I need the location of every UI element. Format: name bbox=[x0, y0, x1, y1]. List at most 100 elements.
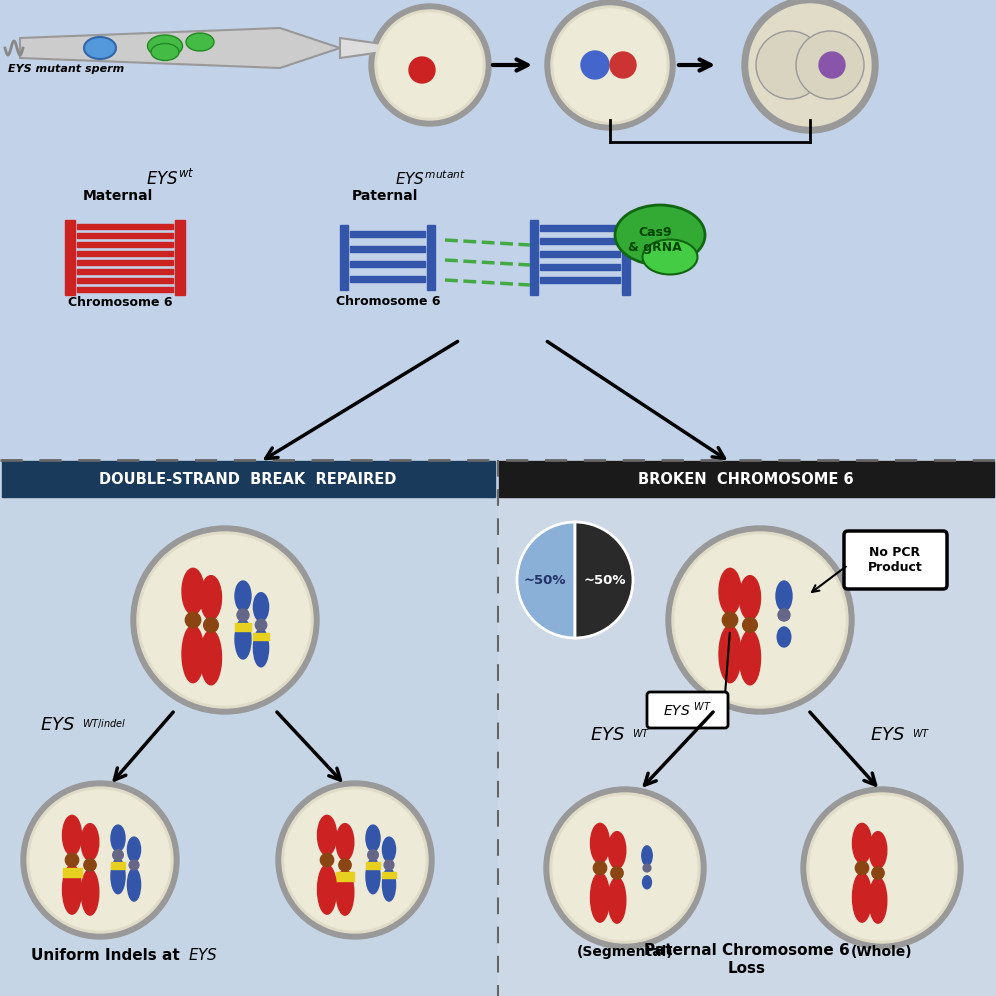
Circle shape bbox=[129, 861, 138, 870]
Ellipse shape bbox=[235, 619, 251, 659]
Ellipse shape bbox=[337, 824, 354, 861]
Bar bbox=[337, 872, 354, 880]
Ellipse shape bbox=[82, 824, 99, 861]
Bar bbox=[77, 224, 173, 229]
Ellipse shape bbox=[253, 593, 269, 622]
Circle shape bbox=[255, 620, 267, 630]
Text: ~50%: ~50% bbox=[524, 574, 567, 587]
Circle shape bbox=[581, 51, 609, 79]
Text: EYS mutant sperm: EYS mutant sperm bbox=[8, 64, 124, 74]
Ellipse shape bbox=[200, 630, 221, 685]
Circle shape bbox=[339, 859, 352, 872]
Circle shape bbox=[749, 4, 871, 126]
Ellipse shape bbox=[200, 576, 221, 620]
Circle shape bbox=[276, 781, 434, 939]
Bar bbox=[382, 872, 395, 878]
Bar bbox=[77, 251, 173, 256]
Ellipse shape bbox=[739, 576, 761, 620]
Ellipse shape bbox=[870, 877, 886, 923]
Text: $EYS^{mutant}$: $EYS^{mutant}$ bbox=[394, 169, 465, 188]
Circle shape bbox=[856, 862, 869, 874]
Wedge shape bbox=[517, 522, 575, 638]
Bar bbox=[77, 260, 173, 265]
Ellipse shape bbox=[111, 859, 125, 893]
Circle shape bbox=[137, 532, 313, 708]
Bar bbox=[540, 251, 620, 257]
Ellipse shape bbox=[382, 869, 395, 901]
Circle shape bbox=[409, 57, 435, 83]
Text: Loss: Loss bbox=[728, 960, 766, 975]
Ellipse shape bbox=[82, 870, 99, 915]
Bar bbox=[499, 461, 994, 497]
Circle shape bbox=[796, 31, 864, 99]
Circle shape bbox=[756, 31, 824, 99]
Circle shape bbox=[21, 781, 179, 939]
Bar bbox=[0, 0, 996, 460]
Ellipse shape bbox=[853, 872, 872, 922]
Text: BROKEN  CHROMOSOME 6: BROKEN CHROMOSOME 6 bbox=[638, 471, 854, 486]
Text: (Segmental): (Segmental) bbox=[577, 945, 673, 959]
Text: $^{WT}$: $^{WT}$ bbox=[912, 729, 930, 743]
Bar bbox=[350, 231, 425, 237]
Circle shape bbox=[643, 865, 651, 872]
Circle shape bbox=[742, 0, 878, 133]
Circle shape bbox=[553, 796, 697, 940]
Ellipse shape bbox=[609, 832, 625, 869]
Circle shape bbox=[131, 526, 319, 714]
FancyBboxPatch shape bbox=[647, 692, 728, 728]
Circle shape bbox=[282, 787, 428, 933]
Text: $EYS$: $EYS$ bbox=[188, 947, 218, 963]
Circle shape bbox=[27, 787, 173, 933]
Ellipse shape bbox=[382, 837, 395, 862]
Ellipse shape bbox=[642, 875, 651, 888]
Bar bbox=[540, 225, 620, 231]
Circle shape bbox=[778, 609, 790, 621]
Ellipse shape bbox=[111, 825, 125, 852]
Circle shape bbox=[545, 0, 675, 130]
Polygon shape bbox=[340, 38, 410, 58]
Circle shape bbox=[743, 618, 757, 632]
Circle shape bbox=[285, 790, 425, 930]
Circle shape bbox=[722, 613, 738, 627]
Ellipse shape bbox=[591, 872, 610, 922]
Bar bbox=[622, 220, 630, 295]
Ellipse shape bbox=[739, 630, 761, 685]
Text: $^{WT/indel}$: $^{WT/indel}$ bbox=[82, 719, 126, 733]
Ellipse shape bbox=[147, 35, 182, 57]
Text: (Whole): (Whole) bbox=[852, 945, 912, 959]
Bar bbox=[111, 863, 125, 870]
Circle shape bbox=[550, 793, 700, 943]
Wedge shape bbox=[575, 522, 633, 638]
Circle shape bbox=[84, 859, 97, 872]
Text: DOUBLE-STRAND  BREAK  REPAIRED: DOUBLE-STRAND BREAK REPAIRED bbox=[100, 471, 396, 486]
Text: Paternal Chromosome 6: Paternal Chromosome 6 bbox=[644, 942, 850, 957]
Bar bbox=[65, 220, 75, 295]
Circle shape bbox=[594, 862, 607, 874]
Bar bbox=[2, 461, 495, 497]
Bar bbox=[427, 225, 435, 290]
Bar bbox=[540, 264, 620, 270]
Text: $EYS^{wt}$: $EYS^{wt}$ bbox=[145, 169, 194, 189]
Bar bbox=[530, 220, 538, 295]
Bar bbox=[77, 278, 173, 283]
Circle shape bbox=[807, 793, 957, 943]
Ellipse shape bbox=[182, 569, 204, 615]
Circle shape bbox=[368, 850, 378, 861]
Text: No PCR
Product: No PCR Product bbox=[868, 546, 922, 574]
Circle shape bbox=[551, 6, 669, 124]
Ellipse shape bbox=[777, 627, 791, 647]
Ellipse shape bbox=[366, 825, 380, 852]
Bar bbox=[235, 623, 251, 631]
Bar bbox=[366, 863, 380, 870]
Bar bbox=[77, 242, 173, 247]
Ellipse shape bbox=[642, 239, 697, 275]
Bar bbox=[540, 238, 620, 244]
Text: $EYS$: $EYS$ bbox=[590, 726, 625, 744]
Bar bbox=[77, 269, 173, 274]
Ellipse shape bbox=[609, 877, 625, 923]
Text: $^{WT}$: $^{WT}$ bbox=[632, 729, 650, 743]
Bar bbox=[498, 460, 996, 996]
Bar bbox=[253, 632, 269, 640]
Text: Maternal: Maternal bbox=[83, 189, 153, 203]
Text: $EYS\ ^{WT}$: $EYS\ ^{WT}$ bbox=[662, 701, 711, 719]
